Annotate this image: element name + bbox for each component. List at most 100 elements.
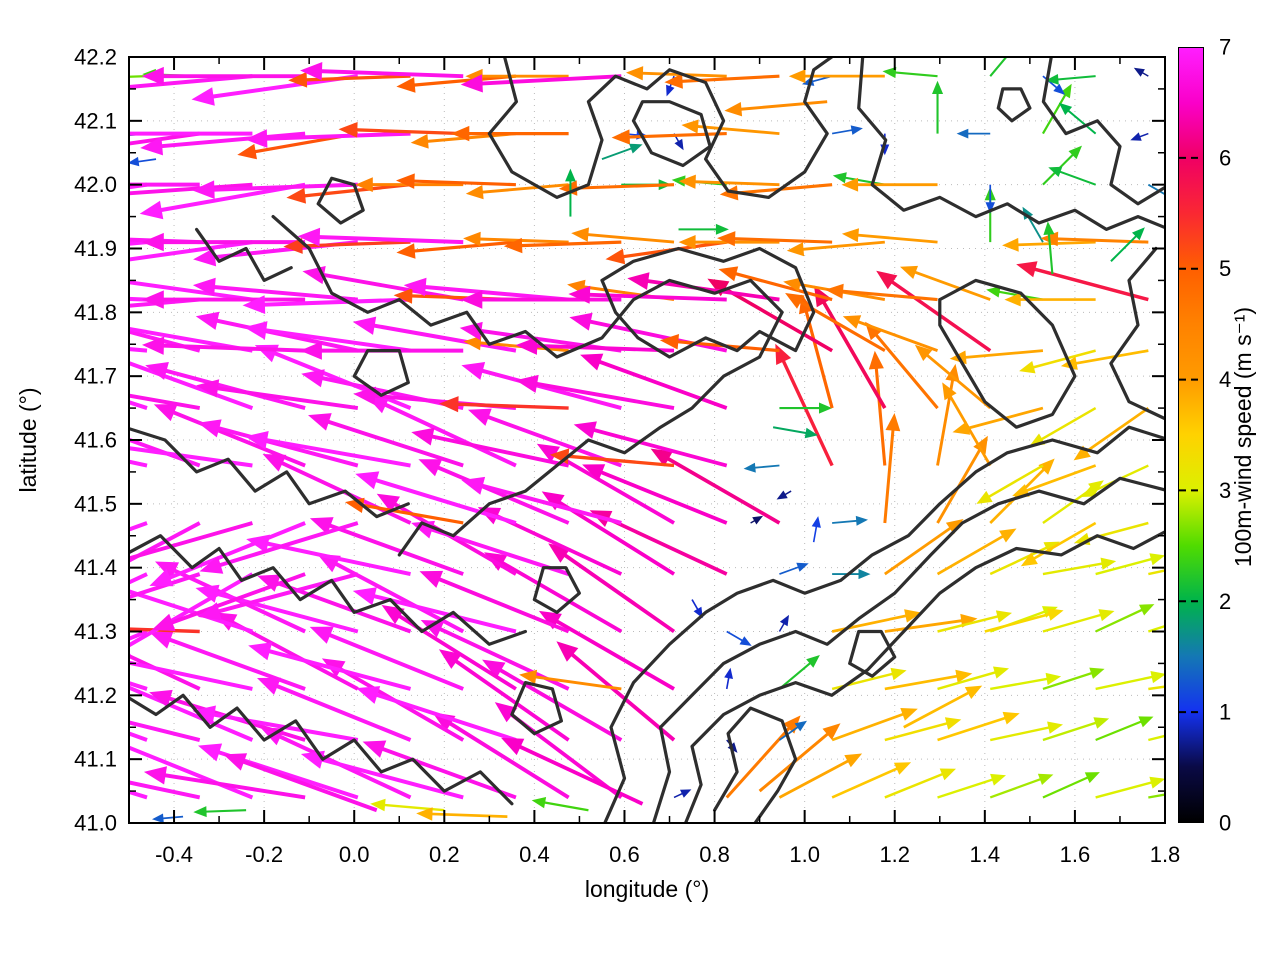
wind-arrow bbox=[460, 290, 622, 309]
wind-arrow bbox=[149, 631, 306, 691]
wind-arrow bbox=[1095, 604, 1155, 633]
wind-arrow bbox=[536, 443, 675, 525]
wind-arrow bbox=[381, 605, 517, 691]
wind-arrow bbox=[355, 177, 464, 192]
wind-arrow bbox=[461, 362, 622, 411]
wind-arrow bbox=[152, 813, 184, 823]
wind-arrow bbox=[1095, 553, 1165, 576]
wind-arrow bbox=[460, 74, 622, 93]
wind-arrow bbox=[300, 62, 464, 81]
colorbar-tick-label: 0 bbox=[1219, 811, 1231, 836]
wind-arrow bbox=[308, 413, 464, 468]
wind-arrow bbox=[989, 541, 1060, 576]
wind-arrow bbox=[141, 66, 306, 86]
wind-arrow bbox=[439, 396, 569, 413]
wind-arrow bbox=[841, 228, 938, 244]
wind-arrow bbox=[565, 168, 576, 217]
contour-line bbox=[510, 680, 564, 736]
wind-arrow bbox=[1148, 793, 1165, 799]
y-tick-label: 41.0 bbox=[74, 811, 117, 836]
colorbar-tick-label: 4 bbox=[1219, 367, 1231, 392]
wind-arrow bbox=[245, 129, 411, 148]
wind-arrow bbox=[726, 630, 752, 646]
wind-arrow bbox=[143, 766, 306, 800]
wind-arrow bbox=[779, 562, 809, 575]
contour-line bbox=[1109, 246, 1165, 421]
wind-arrow bbox=[129, 660, 253, 691]
wind-arrow bbox=[900, 265, 991, 301]
wind-arrow bbox=[129, 131, 253, 136]
wind-arrow bbox=[882, 66, 938, 79]
wind-arrow bbox=[1042, 75, 1065, 95]
wind-arrow bbox=[841, 177, 938, 192]
wind-arrow bbox=[1042, 145, 1082, 186]
wind-arrow bbox=[257, 677, 412, 742]
wind-arrow bbox=[936, 528, 1017, 576]
wind-arrow bbox=[778, 614, 789, 632]
wind-arrow bbox=[1148, 685, 1165, 691]
wind-arrow bbox=[1110, 227, 1145, 262]
wind-arrow bbox=[465, 183, 569, 200]
wind-arrow bbox=[1004, 292, 1096, 307]
wind-arrow bbox=[192, 277, 358, 302]
wind-arrow bbox=[1148, 734, 1165, 742]
x-tick-label: -0.2 bbox=[245, 842, 283, 867]
wind-arrow bbox=[1133, 67, 1149, 77]
wind-arrow bbox=[193, 806, 247, 818]
contour-line bbox=[683, 529, 1165, 823]
wind-arrow bbox=[786, 240, 885, 257]
y-tick-label: 41.3 bbox=[74, 619, 117, 644]
wind-arrow bbox=[990, 672, 1062, 691]
wind-arrow bbox=[141, 290, 306, 309]
wind-arrow bbox=[192, 705, 359, 742]
wind-arrow bbox=[1042, 717, 1110, 742]
wind-arrow bbox=[355, 471, 517, 525]
wind-arrow bbox=[772, 426, 818, 439]
wind-arrow bbox=[932, 80, 944, 134]
x-tick-label: 0.4 bbox=[519, 842, 550, 867]
wind-arrow bbox=[356, 686, 517, 742]
wind-arrow bbox=[461, 476, 622, 525]
wind-arrow bbox=[832, 515, 868, 526]
wind-arrow bbox=[989, 773, 1054, 799]
wind-arrow bbox=[129, 361, 254, 410]
y-tick-label: 41.1 bbox=[74, 747, 117, 772]
wind-arrow bbox=[985, 184, 995, 214]
wind-arrow bbox=[309, 517, 464, 576]
wind-arrow bbox=[937, 610, 1012, 633]
x-tick-label: 1.6 bbox=[1060, 842, 1091, 867]
contour-line bbox=[487, 57, 835, 199]
colorbar-tick-label: 3 bbox=[1219, 478, 1231, 503]
wind-arrow bbox=[825, 283, 938, 302]
wind-arrow bbox=[779, 402, 833, 414]
colorbar-label: 100m-wind speed (m s⁻¹) bbox=[1230, 307, 1256, 567]
wind-arrow bbox=[129, 521, 253, 561]
wind-arrow bbox=[362, 740, 517, 800]
wind-arrow bbox=[338, 122, 464, 138]
contour-line bbox=[848, 629, 897, 678]
wind-arrow bbox=[1045, 74, 1096, 85]
wind-arrow bbox=[129, 653, 201, 691]
wind-arrow bbox=[199, 521, 359, 574]
wind-arrow bbox=[1012, 464, 1097, 497]
wind-arrow bbox=[724, 100, 828, 117]
contour-line bbox=[1041, 57, 1165, 206]
wind-arrow bbox=[831, 708, 918, 742]
wind-arrow bbox=[580, 353, 728, 410]
wind-arrow bbox=[541, 491, 676, 576]
wind-arrow bbox=[1073, 406, 1150, 461]
wind-arrow bbox=[1019, 349, 1096, 374]
wind-vector-field bbox=[129, 57, 1165, 823]
contour-line bbox=[857, 57, 1165, 231]
wind-arrow bbox=[884, 669, 973, 691]
wind-arrow bbox=[370, 798, 445, 812]
wind-arrow bbox=[242, 295, 411, 314]
wind-arrow bbox=[396, 240, 517, 259]
x-tick-label: 0.8 bbox=[699, 842, 730, 867]
wind-arrow bbox=[811, 516, 821, 543]
wind-arrow bbox=[1148, 569, 1165, 576]
wind-arrow bbox=[129, 627, 200, 634]
wind-arrow bbox=[248, 642, 412, 691]
wind-arrow bbox=[129, 572, 201, 600]
wind-arrow bbox=[129, 589, 254, 634]
